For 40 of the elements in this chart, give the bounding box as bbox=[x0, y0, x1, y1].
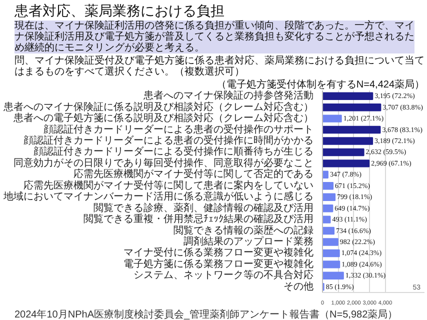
y-tick-label: 調剤結果のアップロード業務 bbox=[184, 236, 314, 248]
text: 2024年10月NPhA医療制度検討委員会_管理薬剤師アンケート報告書（N=5,982薬局） bbox=[14, 308, 398, 320]
bar bbox=[322, 126, 381, 134]
y-tick-label: 電子処方箋に係る業務フロー変更や複雑化 bbox=[124, 258, 314, 270]
text: 問、マイナ保険証受付及び電子処方箋に係る患者対応、薬局業務における負担について当てはまるものをすべて選択ください。（複数選択可） bbox=[14, 54, 424, 78]
bar bbox=[322, 160, 370, 168]
y-tick-label: その他 bbox=[284, 280, 314, 292]
bar bbox=[322, 204, 334, 212]
text: 現在は、マイナ保険証利活用の啓発に係る負担が重い傾向、段階であった。一方で、マイナ保険証利活用及び電子処方箋が普及してくると業務負担も変化することが予想されるため継続的にモニタリングが必要と考える。 bbox=[14, 20, 414, 54]
y-tick-label: 閲覧できる重複・併用禁忌ﾁｪｯｸ結果の確認及び活用 bbox=[84, 213, 314, 226]
bar bbox=[322, 249, 340, 258]
bar bbox=[322, 92, 374, 100]
bar bbox=[322, 137, 374, 145]
bar bbox=[322, 114, 342, 122]
y-tick-label: 患者へのマイナ保険証に係る説明及び相談対応（クレーム対応含む） bbox=[2, 100, 314, 113]
y-tick-label: マイナ受付に係る業務フロー変更や複雑化 bbox=[124, 246, 314, 259]
y-tick-label: 地域においてマイナンバーカード活用に係る意識が低いように感じる bbox=[2, 190, 314, 203]
y-tick-label: 同意効力がその日限りであり毎回受付操作、同意取得が必要なこと bbox=[14, 156, 314, 169]
y-tick-label: 応需先医療機関がマイナ受付等に関して患者に案内をしていない bbox=[24, 179, 314, 192]
y-tick-label: 患者への電子処方箋に係る説明及び相談対応（クレーム対応含む） bbox=[12, 112, 314, 124]
bar bbox=[322, 216, 331, 224]
y-tick-label: 応需先医療機関がマイナ受付等に関して否定的である bbox=[74, 168, 314, 180]
bar bbox=[322, 226, 335, 235]
bar bbox=[322, 238, 338, 246]
y-tick-label: 閲覧できる診療、薬剤、健診情報の確認及び活用 bbox=[94, 202, 314, 214]
text: 患者対応、薬局業務における負担 bbox=[14, 2, 224, 18]
bar bbox=[322, 148, 364, 156]
bar bbox=[322, 170, 328, 179]
bar bbox=[322, 182, 334, 190]
y-tick-label: 閲覧できる情報の薬歴への記録 bbox=[174, 224, 314, 236]
y-tick-label: 顔認証付きカードリーダーによる患者の受付操作に時間がかかる bbox=[24, 134, 314, 146]
y-tick-label: 顔認証付きカードリーダーによる患者の受付操作のサポート bbox=[44, 123, 314, 136]
bar bbox=[322, 260, 340, 268]
y-tick-label: 患者へのマイナ保険証の持参啓発活動 bbox=[142, 90, 314, 102]
bar bbox=[322, 272, 344, 280]
y-tick-label: 顔認証付きカードリーダーによる受付操作に順番待ちが生じる bbox=[34, 146, 314, 158]
bar bbox=[322, 193, 336, 201]
bar bbox=[322, 103, 382, 112]
y-tick-label: システム、ネットワーク等の不具合対応 bbox=[134, 269, 314, 282]
annotation: （電子処方箋受付体制を有するN=4,424薬局） bbox=[216, 78, 425, 90]
